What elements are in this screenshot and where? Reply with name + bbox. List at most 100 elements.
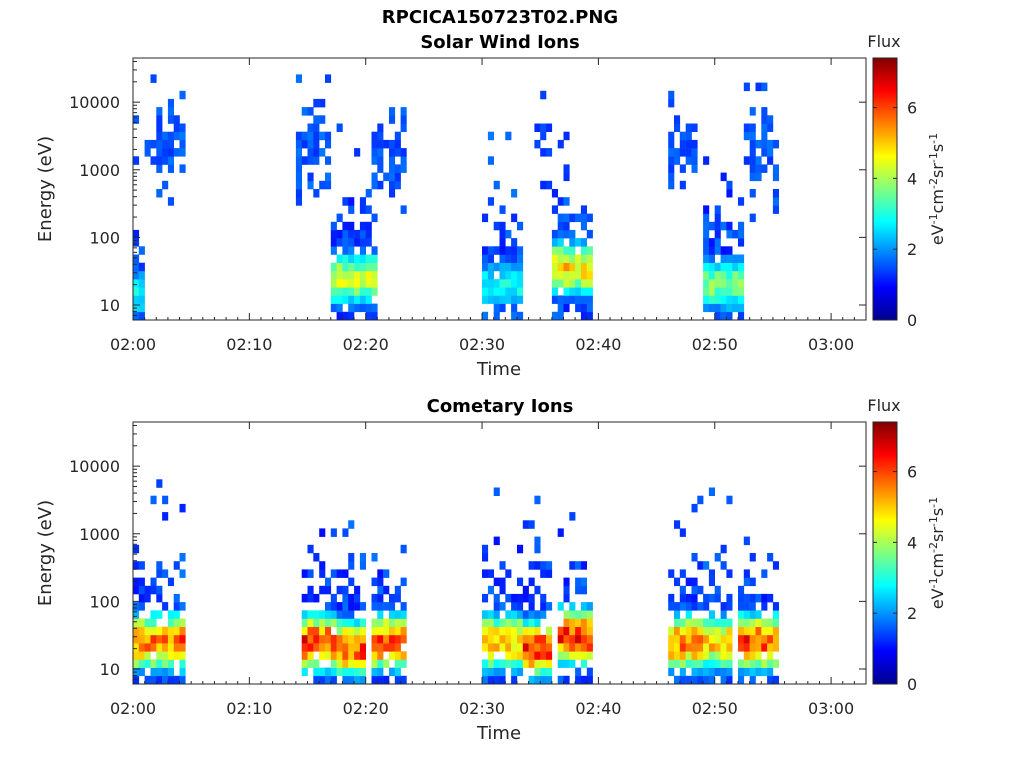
spectrogram-cell	[365, 279, 372, 288]
spectrogram-cell	[319, 634, 326, 644]
spectrogram-cell	[342, 311, 349, 321]
spectrogram-cell	[517, 643, 524, 652]
spectrogram-cell	[342, 246, 349, 255]
spectrogram-cell	[517, 262, 524, 272]
spectrogram-cell	[557, 634, 564, 644]
spectrogram-cell	[575, 577, 582, 587]
spectrogram-cell	[487, 626, 494, 636]
spectrogram-cell	[517, 651, 524, 660]
spectrogram-cell	[499, 287, 506, 296]
spectrogram-cell	[313, 98, 320, 108]
spectrogram-cell	[377, 593, 384, 603]
colorbar-tick-label: 2	[907, 604, 917, 623]
spectrogram-cell	[511, 618, 518, 627]
spectrogram-cell	[179, 618, 186, 627]
spectrogram-cell	[313, 593, 320, 603]
spectrogram-cell	[173, 634, 180, 644]
spectrogram-cell	[167, 197, 174, 206]
spectrogram-cell	[755, 626, 762, 636]
spectrogram-cell	[348, 561, 355, 570]
spectrogram-cell	[569, 651, 576, 660]
spectrogram-cell	[738, 279, 745, 288]
spectrogram-cell	[389, 164, 396, 173]
spectrogram-cell	[348, 246, 355, 255]
spectrogram-cell	[749, 156, 756, 165]
colorbar-tick-label: 6	[907, 463, 917, 482]
spectrogram-cell	[162, 156, 169, 165]
spectrogram-cell	[697, 643, 704, 652]
spectrogram-cell	[540, 659, 547, 668]
spectrogram-cell	[755, 139, 762, 149]
spectrogram-cell	[726, 229, 733, 239]
spectrogram-cell	[685, 610, 692, 619]
spectrogram-cell	[551, 311, 558, 321]
spectrogram-cell	[743, 643, 750, 652]
spectrogram-cell	[493, 303, 500, 313]
spectrogram-cell	[738, 254, 745, 263]
spectrogram-cell	[580, 262, 587, 272]
spectrogram-cell	[144, 618, 151, 627]
spectrogram-cell	[325, 74, 332, 83]
spectrogram-cell	[557, 254, 564, 263]
spectrogram-cell	[330, 229, 337, 239]
spectrogram-cell	[540, 651, 547, 660]
spectrogram-cell	[540, 131, 547, 141]
spectrogram-cell	[138, 295, 145, 304]
panel-title: Solar Wind Ions	[420, 32, 579, 53]
spectrogram-cell	[767, 634, 774, 644]
spectrogram-cell	[307, 634, 314, 644]
spectrogram-cell	[517, 602, 524, 611]
spectrogram-cell	[772, 172, 779, 182]
spectrogram-cell	[354, 593, 361, 603]
spectrogram-cell	[575, 634, 582, 644]
spectrogram-cell	[761, 659, 768, 668]
spectrogram-cell	[493, 634, 500, 644]
spectrogram-cell	[336, 311, 343, 321]
spectrogram-cell	[365, 254, 372, 263]
spectrogram-cell	[167, 148, 174, 157]
spectrogram-cell	[156, 585, 163, 595]
spectrogram-cell	[668, 131, 675, 141]
spectrogram-cell	[342, 667, 349, 677]
spectrogram-cell	[499, 303, 506, 313]
y-ticks: 10 100 1000 10000	[69, 60, 866, 321]
spectrogram-cell	[493, 180, 500, 190]
spectrogram-cell	[517, 634, 524, 644]
spectrogram-cell	[371, 626, 378, 636]
spectrogram-cell	[400, 659, 407, 668]
spectrogram-cell	[138, 585, 145, 595]
spectrogram-cell	[330, 675, 337, 685]
spectrogram-cell	[342, 585, 349, 595]
spectrogram-cell	[714, 229, 721, 239]
spectrogram-cell	[348, 254, 355, 263]
spectrogram-cell	[400, 675, 407, 685]
spectrogram-cell	[511, 311, 518, 321]
colorbar-units: eV-1cm-2sr-1s-1	[927, 497, 948, 609]
spectrogram-cell	[482, 569, 489, 578]
spectrogram-cell	[487, 675, 494, 685]
spectrogram-cell	[359, 197, 366, 206]
spectrogram-cell	[720, 303, 727, 313]
spectrogram-cell	[156, 156, 163, 165]
spectrogram-cell	[703, 238, 710, 247]
spectrogram-cell	[400, 634, 407, 644]
spectrogram-cell	[720, 561, 727, 570]
spectrogram-cell	[743, 123, 750, 132]
spectrogram-cell	[743, 602, 750, 611]
spectrogram-cell	[691, 602, 698, 611]
colorbar-tick-label: 0	[907, 311, 917, 330]
spectrogram-cell	[668, 156, 675, 165]
spectrogram-cell	[371, 270, 378, 280]
spectrogram-cell	[703, 675, 710, 685]
spectrogram-cell	[330, 221, 337, 231]
y-tick-label: 1000	[79, 525, 120, 544]
spectrogram-cell	[749, 172, 756, 182]
y-tick-label: 10000	[69, 93, 120, 112]
spectrogram-cell	[167, 643, 174, 652]
spectrogram-cell	[575, 287, 582, 296]
spectrogram-cell	[528, 675, 535, 685]
spectrogram-cell	[156, 131, 163, 141]
spectrogram-cell	[330, 602, 337, 611]
spectrogram-cell	[301, 139, 308, 149]
spectrogram-cell	[359, 618, 366, 627]
